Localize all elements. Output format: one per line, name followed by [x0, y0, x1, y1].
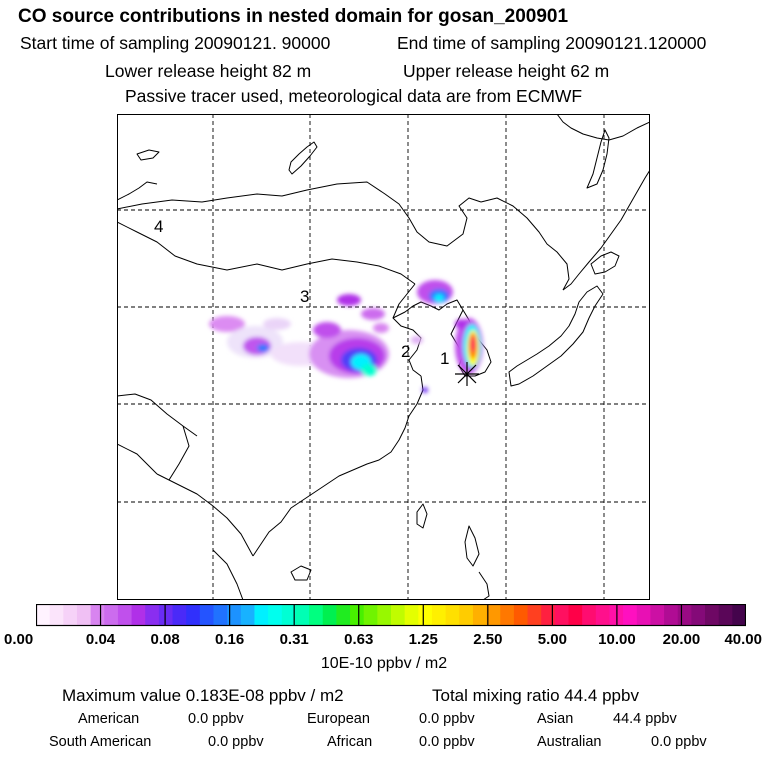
source-value-asian: 44.4 ppbv	[613, 711, 677, 727]
colorbar-cell	[527, 604, 542, 626]
colorbar-cell	[595, 604, 611, 626]
colorbar-cell	[49, 604, 64, 626]
colorbar-cell	[145, 604, 160, 626]
colorbar-cell	[377, 604, 392, 626]
colorbar-cell	[459, 604, 474, 626]
source-name-african: African	[327, 734, 373, 750]
colorbar-cell	[445, 604, 460, 626]
source-value-australian: 0.0 ppbv	[651, 734, 707, 750]
colorbar-cell	[691, 604, 706, 626]
colorbar-cell	[554, 604, 570, 626]
colorbar-tick-label: 0.08	[150, 631, 180, 648]
source-value-american: 0.0 ppbv	[188, 711, 244, 727]
region-label-4: 4	[154, 217, 163, 236]
colorbar-cell	[582, 604, 597, 626]
asterisk-icon	[455, 362, 479, 386]
colorbar-cell	[63, 604, 78, 626]
colorbar-cell	[295, 604, 310, 626]
colorbar-cell	[664, 604, 679, 626]
colorbar-cell	[76, 604, 92, 626]
colorbar-cell	[418, 604, 433, 626]
colorbar-cell	[404, 604, 419, 626]
colorbar-cell	[240, 604, 256, 626]
colorbar-tick-label: 5.00	[537, 631, 567, 648]
colorbar-cell	[281, 604, 297, 626]
colorbar-cell	[486, 604, 501, 626]
colorbar-cell	[90, 604, 105, 626]
source-name-european: European	[307, 711, 370, 727]
colorbar-cell	[623, 604, 638, 626]
colorbar-cell	[500, 604, 515, 626]
colorbar-cell	[568, 604, 583, 626]
source-name-australian: Australian	[537, 734, 602, 750]
colorbar-cell	[732, 604, 746, 626]
source-name-south-american: South American	[49, 734, 152, 750]
colorbar-cell	[636, 604, 652, 626]
end-time-label: End time of sampling 20090121.120000	[397, 33, 707, 53]
colorbar-cell	[322, 604, 337, 626]
colorbar-cell	[254, 604, 269, 626]
colorbar-cell	[172, 604, 187, 626]
colorbar-cell	[309, 604, 324, 626]
source-value-south-american: 0.0 ppbv	[208, 734, 264, 750]
colorbar-cell	[541, 604, 556, 626]
source-name-asian: Asian	[537, 711, 574, 727]
colorbar-tick-label: 0.04	[85, 631, 116, 648]
colorbar-cell	[350, 604, 365, 626]
region-label-1: 1	[440, 349, 449, 368]
upper-release-label: Upper release height 62 m	[403, 61, 610, 81]
colorbar-cell	[104, 604, 119, 626]
source-value-african: 0.0 ppbv	[419, 734, 475, 750]
colorbar-tick-label: 0.16	[215, 631, 245, 648]
colorbar-tick-label: 0.00	[4, 631, 34, 648]
colorbar-cell	[431, 604, 447, 626]
lower-release-label: Lower release height 82 m	[105, 61, 312, 81]
colorbar-cell	[705, 604, 720, 626]
tracer-plume	[209, 280, 483, 393]
colorbar-tick-label: 0.63	[344, 631, 374, 648]
start-time-label: Start time of sampling 20090121. 90000	[20, 33, 331, 53]
colorbar-cell	[227, 604, 242, 626]
colorbar-cell	[677, 604, 692, 626]
colorbar-cell	[158, 604, 174, 626]
colorbar-tick-label: 1.25	[408, 631, 438, 648]
colorbar-tick-label: 20.00	[662, 631, 701, 648]
colorbar-cell	[718, 604, 733, 626]
colorbar-cell	[213, 604, 228, 626]
colorbar-cell	[268, 604, 283, 626]
colorbar-unit-label: 10E-10 ppbv / m2	[320, 655, 448, 672]
source-value-european: 0.0 ppbv	[419, 711, 475, 727]
colorbar-tick-label: 2.50	[473, 631, 503, 648]
colorbar-cell	[199, 604, 215, 626]
tracer-note: Passive tracer used, meteorological data…	[125, 86, 583, 106]
colorbar-cell	[513, 604, 529, 626]
colorbar-tick-label: 0.31	[279, 631, 309, 648]
region-label-3: 3	[300, 287, 309, 306]
map-panel: 4 3 2 1	[117, 114, 650, 600]
plot-title: CO source contributions in nested domain…	[18, 6, 569, 27]
colorbar-tick-label: 40.00	[724, 631, 762, 648]
colorbar-cell	[131, 604, 146, 626]
colorbar-cell	[36, 604, 51, 626]
source-name-american: American	[78, 711, 140, 727]
colorbar-cell	[391, 604, 406, 626]
colorbar-cell	[186, 604, 201, 626]
colorbar	[36, 604, 746, 627]
colorbar-cell	[472, 604, 488, 626]
colorbar-cell	[117, 604, 133, 626]
graticule	[117, 114, 650, 600]
colorbar-cell	[336, 604, 351, 626]
colorbar-cell	[363, 604, 378, 626]
colorbar-tick-label: 10.00	[598, 631, 636, 648]
total-mixing-label: Total mixing ratio 44.4 ppbv	[432, 686, 639, 705]
region-label-2: 2	[401, 342, 410, 361]
colorbar-cell	[650, 604, 665, 626]
max-value-label: Maximum value 0.183E-08 ppbv / m2	[62, 686, 344, 705]
